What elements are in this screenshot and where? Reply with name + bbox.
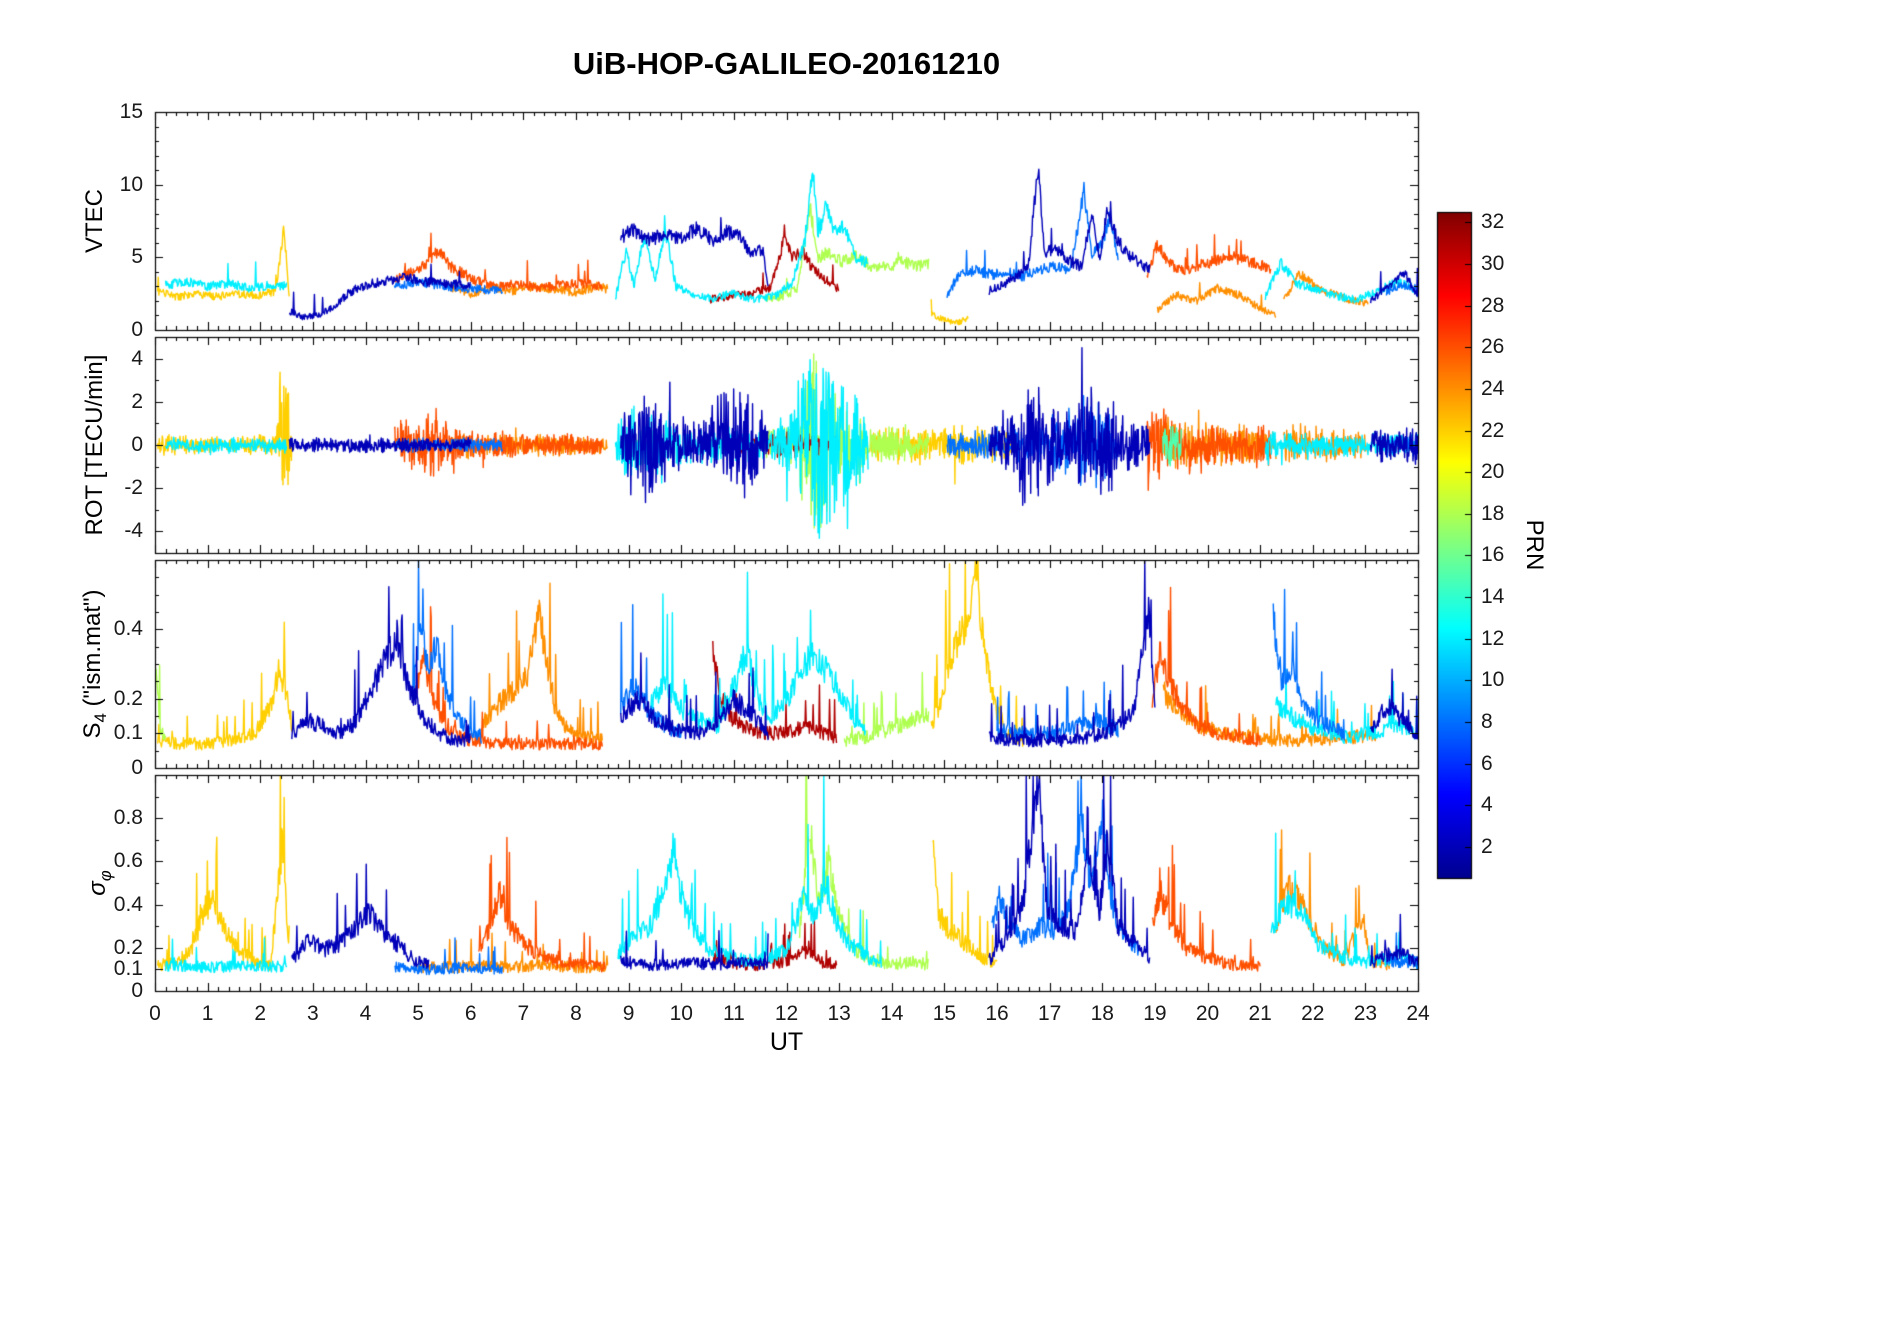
x-tick-label: 9	[622, 1002, 635, 1025]
x-tick-label: 14	[880, 1002, 904, 1025]
x-tick-label: 16	[985, 1002, 1009, 1025]
x-tick-label: 11	[722, 1002, 745, 1025]
colorbar-tick-label: 12	[1481, 626, 1505, 650]
x-tick-label: 7	[517, 1002, 530, 1025]
x-tick-label: 19	[1143, 1002, 1167, 1025]
y-tick-label: 2	[131, 389, 143, 413]
y-tick-label: 0.1	[113, 957, 143, 981]
x-tick-label: 2	[254, 1002, 267, 1025]
x-tick-label: 4	[359, 1002, 372, 1025]
x-tick-label: 12	[774, 1002, 799, 1025]
colorbar-tick-label: 8	[1481, 709, 1493, 733]
x-tick-label: 0	[149, 1002, 161, 1025]
chart-title: UiB-HOP-GALILEO-20161210	[572, 46, 1001, 81]
colorbar-tick-label: 30	[1481, 252, 1505, 276]
y-tick-label: 0	[131, 979, 143, 1002]
x-tick-label: 6	[464, 1002, 477, 1025]
x-tick-label: 10	[669, 1002, 693, 1025]
x-tick-label: 22	[1301, 1002, 1325, 1025]
colorbar-tick-label: 14	[1481, 585, 1505, 609]
y-tick-label: -2	[124, 476, 143, 500]
y-tick-label: 0.1	[113, 721, 143, 745]
y-tick-label: 10	[119, 172, 143, 196]
y-tick-label: 0.4	[113, 892, 143, 916]
y-tick-label: 0	[131, 756, 143, 779]
colorbar-tick-label: 24	[1481, 376, 1505, 400]
y-tick-label: 0.4	[113, 617, 143, 641]
x-tick-label: 17	[1037, 1002, 1062, 1025]
x-tick-label: 8	[570, 1002, 582, 1025]
x-tick-label: 18	[1090, 1002, 1114, 1025]
colorbar-tick-label: 20	[1481, 460, 1505, 484]
colorbar-tick-label: 16	[1481, 543, 1505, 567]
x-tick-label: 1	[201, 1002, 214, 1025]
y-tick-label: -4	[124, 519, 143, 543]
y-tick-label: 0	[131, 318, 143, 341]
colorbar-tick-label: 4	[1481, 793, 1493, 817]
colorbar-tick-label: 22	[1481, 418, 1505, 442]
y-tick-label: 0.8	[113, 806, 143, 830]
x-axis-label: UT	[769, 1028, 804, 1056]
y-tick-label: 4	[131, 346, 143, 370]
y-tick-label: 0.2	[113, 686, 143, 710]
y-tick-label: 0	[131, 433, 143, 456]
x-tick-label: 23	[1353, 1002, 1378, 1025]
x-tick-label: 13	[827, 1002, 851, 1025]
colorbar-tick-label: 2	[1481, 834, 1493, 858]
y-tick-label: 15	[119, 100, 143, 123]
x-tick-label: 24	[1406, 1002, 1430, 1025]
colorbar-tick-label: 26	[1481, 335, 1505, 359]
colorbar-label: PRN	[1521, 519, 1548, 571]
y-tick-label: 0.2	[113, 935, 143, 959]
x-tick-label: 3	[307, 1002, 319, 1025]
colorbar-tick-label: 10	[1481, 668, 1505, 692]
y-axis-label-s4: S4 ("ism.mat")	[79, 589, 111, 738]
x-tick-label: 5	[412, 1002, 424, 1025]
colorbar-tick-label: 32	[1481, 210, 1505, 234]
colorbar-tick-label: 28	[1481, 293, 1505, 317]
x-tick-label: 21	[1248, 1002, 1272, 1025]
colorbar-tick-label: 6	[1481, 751, 1493, 775]
x-tick-label: 20	[1195, 1002, 1220, 1025]
x-tick-label: 15	[932, 1002, 957, 1025]
y-tick-label: 0.6	[113, 849, 143, 873]
colorbar-tick-label: 18	[1481, 501, 1505, 525]
y-tick-label: 5	[131, 245, 143, 269]
